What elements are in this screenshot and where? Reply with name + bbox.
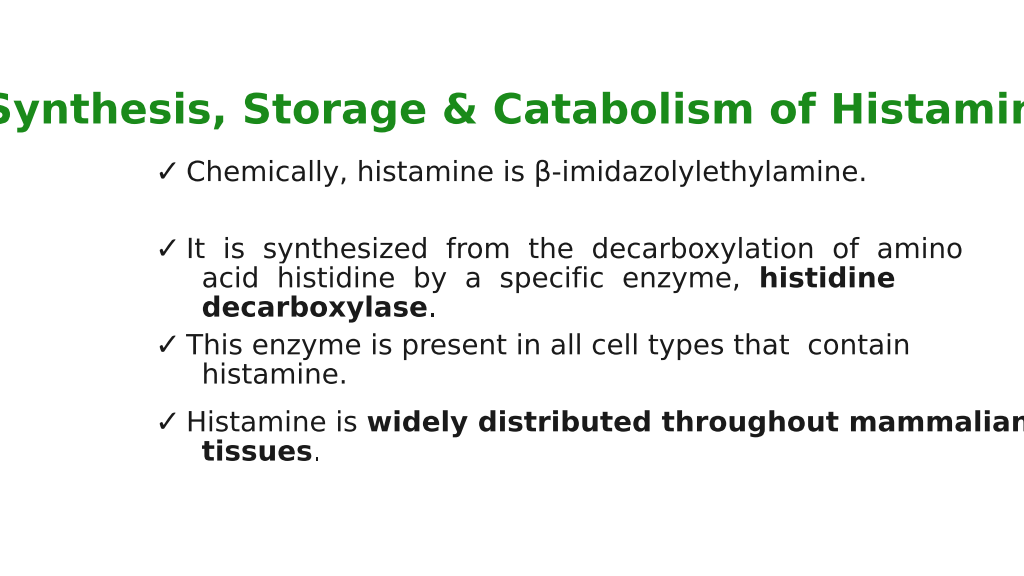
Text: decarboxylase: decarboxylase	[202, 294, 428, 323]
Text: It  is  synthesized  from  the  decarboxylation  of  amino: It is synthesized from the decarboxylati…	[186, 236, 964, 264]
Text: .: .	[312, 438, 322, 467]
Text: ✓: ✓	[155, 409, 180, 438]
Text: acid  histidine  by  a  specific  enzyme,: acid histidine by a specific enzyme,	[202, 266, 759, 293]
Text: Synthesis, Storage & Catabolism of Histamine: Synthesis, Storage & Catabolism of Hista…	[0, 90, 1024, 132]
Text: ✓: ✓	[155, 332, 180, 361]
Text: Chemically, histamine is β-imidazolylethylamine.: Chemically, histamine is β-imidazolyleth…	[186, 159, 867, 187]
Text: histamine.: histamine.	[202, 362, 348, 389]
Text: .: .	[428, 294, 437, 323]
Text: This enzyme is present in all cell types that  contain: This enzyme is present in all cell types…	[186, 332, 910, 361]
Text: ✓: ✓	[155, 236, 180, 264]
Text: tissues: tissues	[202, 438, 312, 467]
Text: histidine: histidine	[759, 266, 896, 293]
Text: Histamine is: Histamine is	[186, 410, 367, 437]
Text: ✓: ✓	[155, 158, 180, 188]
Text: widely distributed throughout mammalian: widely distributed throughout mammalian	[367, 410, 1024, 437]
